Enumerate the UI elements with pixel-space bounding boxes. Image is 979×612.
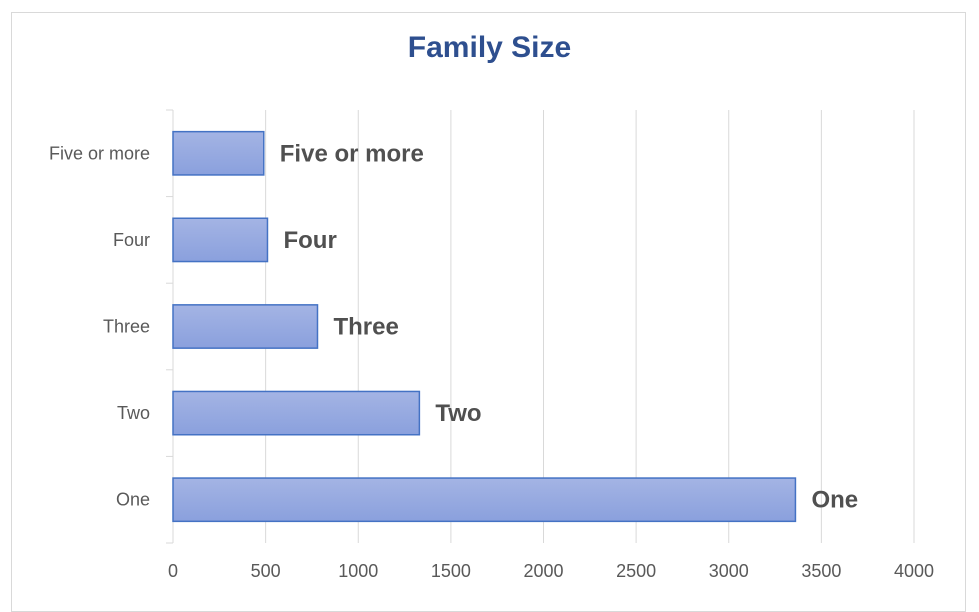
value-tick-label: 0 [168, 561, 178, 581]
category-tick-label: Five or more [49, 143, 150, 163]
category-tick-label: Four [113, 230, 150, 250]
data-labels: One Two Three Four Five or more [280, 140, 858, 513]
category-axis [166, 109, 174, 544]
data-label: Three [333, 314, 398, 341]
category-axis-ticks: One Two Three Four Five or more [49, 143, 150, 509]
value-tick-label: 2500 [616, 561, 656, 581]
bar-one [172, 477, 797, 523]
data-label: Four [283, 227, 336, 254]
bars [172, 130, 797, 523]
value-tick-label: 500 [251, 561, 281, 581]
data-label: Five or more [280, 140, 424, 167]
category-tick-label: One [116, 490, 150, 510]
value-tick-label: 1500 [431, 561, 471, 581]
value-tick-label: 1000 [338, 561, 378, 581]
bar-two [172, 390, 421, 436]
category-tick-label: Three [103, 317, 150, 337]
value-tick-label: 3000 [709, 561, 749, 581]
bar-five-or-more [172, 130, 265, 176]
bar-three [172, 304, 319, 349]
category-tick-label: Two [117, 403, 150, 423]
gridlines [265, 110, 915, 543]
data-label: One [811, 487, 858, 514]
bar-four [172, 217, 269, 263]
value-tick-label: 3500 [801, 561, 841, 581]
data-label: Two [435, 400, 481, 427]
bar-chart: One Two Three Four Five or more 0 500 1000 1500… [49, 109, 934, 581]
value-tick-label: 2000 [523, 561, 563, 581]
value-tick-label: 4000 [894, 561, 934, 581]
chart-title: Family Size [407, 31, 572, 64]
value-axis-ticks: 0 500 1000 1500 2000 2500 3000 3500 4000 [168, 561, 934, 581]
